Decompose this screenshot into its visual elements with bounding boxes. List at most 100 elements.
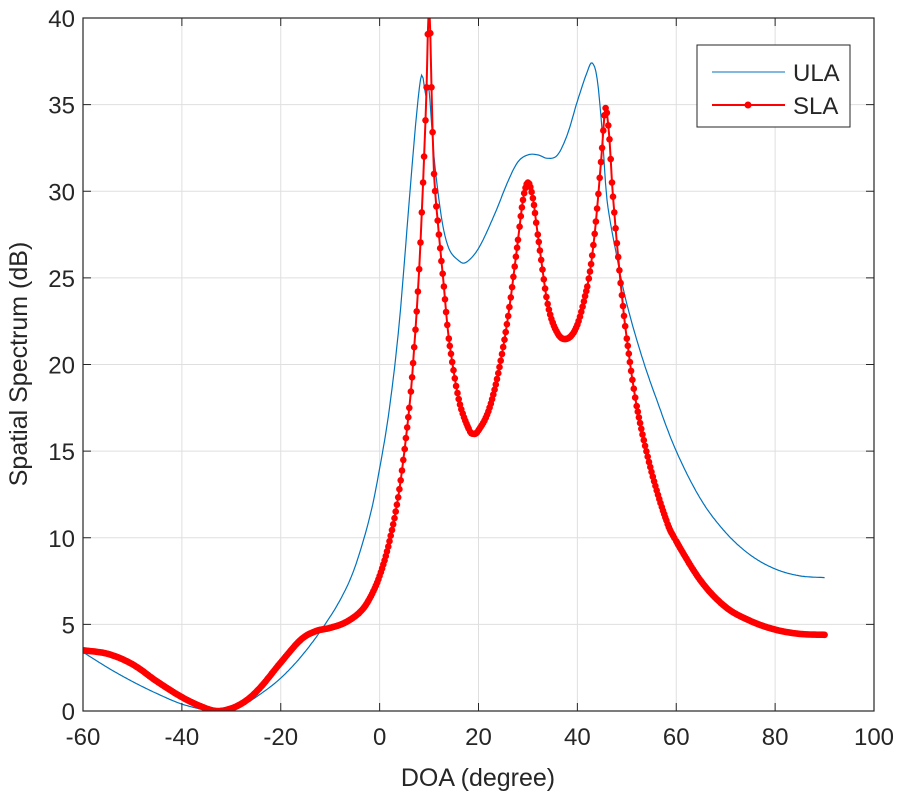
sla-data-point [423, 84, 430, 91]
sla-data-point [605, 122, 612, 129]
sla-data-point [501, 336, 508, 344]
legend-box [696, 44, 851, 128]
legend-sla-marker [744, 101, 752, 109]
sla-data-point [543, 293, 550, 301]
sla-data-point [541, 285, 549, 292]
sla-data-point [590, 241, 597, 249]
sla-data-point [397, 477, 405, 484]
sla-data-point [510, 273, 517, 281]
sla-data-point [491, 386, 498, 394]
sla-data-point [428, 84, 435, 91]
sla-data-point [506, 303, 513, 311]
sla-data-point [636, 419, 644, 427]
legend: ULA SLA [696, 44, 851, 128]
y-tick-label: 5 [62, 612, 75, 639]
x-tick-label: -20 [263, 724, 298, 751]
sla-data-point [530, 201, 538, 209]
sla-data-point [403, 424, 411, 431]
sla-data-point [516, 223, 523, 230]
sla-data-point [398, 467, 406, 474]
x-tick-label: 80 [762, 724, 789, 751]
sla-data-point [587, 260, 595, 268]
sla-data-point [613, 239, 621, 247]
sla-data-point [529, 194, 537, 202]
sla-data-point [519, 196, 527, 204]
sla-data-point [418, 209, 426, 216]
sla-data-point [409, 359, 417, 367]
sla-data-point [420, 153, 428, 160]
sla-data-point [821, 631, 828, 639]
legend-sla-label: SLA [793, 93, 838, 120]
sla-data-point [528, 188, 535, 196]
sla-data-point [387, 532, 395, 539]
sla-data-point [451, 375, 459, 382]
series-layer [83, 0, 828, 711]
sla-data-point [405, 413, 412, 421]
sla-data-point [520, 189, 528, 197]
sla-data-point [508, 283, 516, 291]
y-tick-label: 15 [48, 439, 75, 466]
sla-data-point [441, 296, 449, 303]
sla-data-point [427, 29, 434, 37]
sla-data-point [502, 328, 510, 336]
sla-data-point [401, 445, 409, 453]
sla-data-point [497, 357, 505, 365]
x-tick-label: 0 [373, 724, 386, 751]
sla-data-point [616, 267, 623, 274]
sla-data-point [429, 128, 436, 136]
sla-data-point [640, 436, 648, 444]
sla-data-point [591, 230, 598, 238]
sla-data-point [532, 219, 540, 226]
sla-data-point [608, 179, 616, 186]
legend-ula-label: ULA [793, 60, 840, 87]
sla-data-point [400, 456, 407, 464]
sla-data-point [448, 358, 456, 366]
y-tick-label: 20 [48, 353, 75, 380]
sla-data-point [617, 279, 624, 287]
sla-data-point [431, 187, 439, 195]
sla-data-point [389, 521, 397, 528]
sla-data-point [581, 292, 589, 300]
sla-data-point [498, 350, 506, 358]
sla-data-point [634, 408, 642, 416]
sla-data-point [643, 448, 650, 455]
y-tick-label: 40 [48, 6, 75, 33]
sla-data-point [633, 402, 640, 410]
sla-data-point [624, 342, 632, 350]
sla-data-point [580, 298, 588, 305]
sla-data-point [620, 312, 628, 320]
sla-data-point [595, 190, 602, 198]
sla-data-point [645, 458, 653, 466]
sla-data-point [507, 294, 515, 301]
sla-data-point [625, 350, 633, 358]
sla-data-point [394, 494, 402, 501]
x-tick-label: 100 [854, 724, 894, 751]
sla-data-point [641, 442, 649, 450]
sla-data-point [407, 388, 415, 395]
sla-data-point [436, 244, 444, 252]
sla-data-point [499, 343, 507, 351]
sla-data-point [422, 117, 429, 124]
sla-data-point [426, 0, 433, 4]
x-tick-label: -40 [165, 724, 200, 751]
sla-data-point [512, 253, 520, 260]
sla-data-point [638, 425, 645, 433]
sla-data-point [511, 263, 518, 270]
sla-data-point [452, 382, 460, 390]
sla-data-point [527, 183, 534, 191]
sla-data-point [644, 453, 651, 461]
sla-data-point [578, 308, 585, 316]
sla-data-point [503, 320, 511, 328]
sla-data-point [593, 205, 601, 212]
sla-data-point [627, 367, 635, 375]
sla-data-point [392, 508, 400, 515]
sla-data-point [544, 300, 551, 308]
sla-data-point [445, 335, 453, 342]
sla-data-point [534, 231, 542, 238]
sla-data-point [619, 302, 627, 310]
sla-data-point [514, 236, 522, 244]
sla-data-point [630, 385, 638, 393]
x-tick-label: 60 [663, 724, 690, 751]
sla-data-point [444, 321, 451, 329]
sla-data-point [439, 270, 447, 278]
